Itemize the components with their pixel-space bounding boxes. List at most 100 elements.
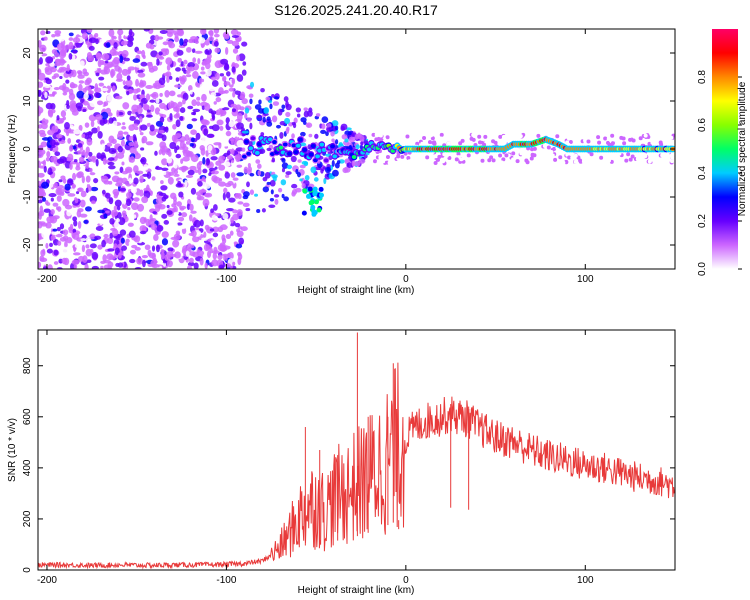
noise-blob xyxy=(95,72,100,77)
noise-blob xyxy=(143,118,151,124)
noise-blob xyxy=(134,66,139,74)
noise-blob xyxy=(223,89,229,94)
noise-blob xyxy=(320,168,324,174)
noise-blob xyxy=(69,223,74,231)
noise-blob xyxy=(42,159,47,167)
noise-blob xyxy=(167,101,173,110)
noise-blob xyxy=(443,156,448,161)
noise-blob xyxy=(71,109,79,116)
noise-blob xyxy=(133,235,141,243)
noise-blob xyxy=(153,128,159,132)
noise-blob xyxy=(68,145,74,152)
noise-blob xyxy=(515,159,520,164)
noise-blob xyxy=(78,83,83,92)
noise-blob xyxy=(242,202,250,207)
noise-blob xyxy=(156,224,164,232)
noise-blob xyxy=(205,150,209,157)
noise-blob xyxy=(493,140,498,145)
noise-blob xyxy=(192,71,199,79)
noise-blob xyxy=(546,145,551,150)
noise-blob xyxy=(314,133,319,139)
noise-blob xyxy=(266,121,273,127)
noise-blob xyxy=(152,39,160,46)
noise-blob xyxy=(545,159,550,164)
noise-blob xyxy=(378,155,383,160)
noise-blob xyxy=(204,192,213,198)
noise-blob xyxy=(53,73,60,78)
noise-blob xyxy=(76,90,85,99)
noise-blob xyxy=(466,153,471,158)
noise-blob xyxy=(51,125,59,133)
noise-blob xyxy=(140,94,145,99)
noise-blob xyxy=(184,134,190,142)
noise-blob xyxy=(215,212,220,217)
noise-blob xyxy=(174,133,182,139)
noise-blob xyxy=(538,153,543,158)
noise-blob xyxy=(220,58,229,65)
noise-blob xyxy=(192,57,197,63)
noise-blob xyxy=(72,54,76,62)
noise-blob xyxy=(165,126,169,133)
noise-blob xyxy=(68,37,74,41)
noise-blob xyxy=(232,261,236,266)
noise-blob xyxy=(129,249,136,255)
noise-blob xyxy=(635,157,640,162)
noise-blob xyxy=(177,180,182,187)
noise-blob xyxy=(215,96,222,103)
noise-blob xyxy=(98,76,105,81)
noise-blob xyxy=(173,199,177,206)
noise-blob xyxy=(59,156,67,164)
noise-blob xyxy=(416,133,421,138)
noise-blob xyxy=(120,40,128,46)
x-tick-label: 100 xyxy=(577,575,594,586)
noise-blob xyxy=(239,106,245,111)
noise-blob xyxy=(632,134,637,139)
noise-blob xyxy=(60,117,65,123)
noise-blob xyxy=(121,210,127,217)
noise-blob xyxy=(167,150,172,157)
noise-blob xyxy=(179,107,186,114)
noise-blob xyxy=(44,66,50,73)
noise-blob xyxy=(200,66,205,71)
noise-blob xyxy=(617,151,622,156)
noise-blob xyxy=(236,209,243,217)
noise-blob xyxy=(79,60,85,67)
noise-blob xyxy=(330,130,335,137)
noise-blob xyxy=(610,141,615,146)
noise-blob xyxy=(54,151,61,157)
noise-blob xyxy=(480,158,485,163)
noise-blob xyxy=(158,129,165,134)
noise-blob xyxy=(225,233,232,240)
y-tick-label: 600 xyxy=(22,408,33,425)
noise-blob xyxy=(196,195,202,201)
noise-blob xyxy=(140,61,148,67)
noise-blob xyxy=(68,32,74,37)
noise-blob xyxy=(84,79,91,86)
noise-blob xyxy=(545,150,550,155)
noise-blob xyxy=(84,122,90,128)
noise-blob xyxy=(118,33,122,42)
noise-blob xyxy=(631,138,636,143)
noise-blob xyxy=(53,261,59,265)
noise-blob xyxy=(88,185,92,192)
noise-blob xyxy=(203,58,211,65)
noise-blob xyxy=(121,50,129,58)
noise-blob xyxy=(136,257,144,265)
noise-blob xyxy=(62,235,69,242)
noise-blob xyxy=(191,111,196,116)
noise-blob xyxy=(139,132,144,136)
noise-blob xyxy=(299,164,306,169)
noise-blob xyxy=(231,66,236,73)
noise-blob xyxy=(325,131,329,137)
noise-blob xyxy=(226,39,234,44)
noise-blob xyxy=(108,117,114,124)
noise-blob xyxy=(442,152,447,157)
noise-blob xyxy=(59,75,63,80)
noise-blob xyxy=(518,134,523,139)
noise-blob xyxy=(236,54,241,62)
noise-blob xyxy=(281,167,286,173)
noise-blob xyxy=(224,255,228,261)
noise-blob xyxy=(136,50,143,55)
noise-blob xyxy=(166,31,174,38)
noise-blob xyxy=(62,91,68,96)
